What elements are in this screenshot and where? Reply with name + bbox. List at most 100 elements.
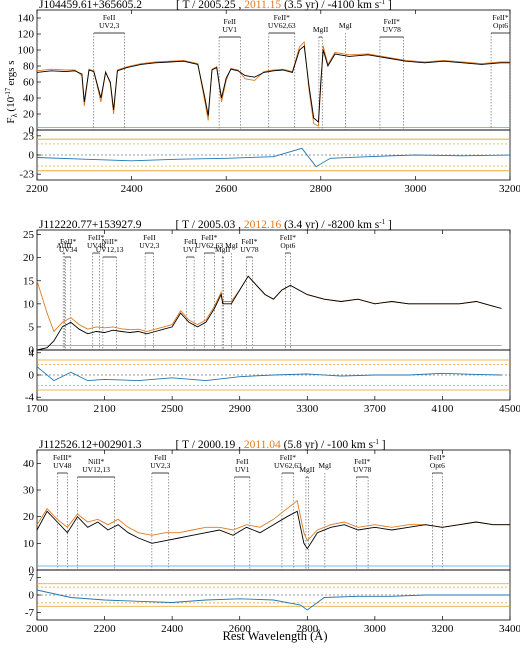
x-tick-label: 2400 bbox=[161, 623, 184, 635]
residual-y-tick-label: 4 bbox=[29, 347, 35, 359]
y-tick-label: 100 bbox=[18, 45, 35, 57]
x-tick-label: 2900 bbox=[229, 403, 252, 415]
title-prefix: [ T / bbox=[176, 0, 198, 11]
epoch-1: 2000.19 bbox=[198, 439, 236, 451]
title-end: ] bbox=[379, 439, 386, 451]
epoch-2: 2011.04 bbox=[244, 439, 281, 451]
x-tick-label: 2600 bbox=[229, 623, 252, 635]
line-label-transition: UV2,3 bbox=[150, 461, 170, 470]
line-label: FeII* bbox=[429, 453, 445, 462]
line-label: FeII* bbox=[274, 13, 290, 22]
spectrum-epoch1 bbox=[36, 45, 510, 123]
residual-y-tick-label: 0 bbox=[29, 150, 35, 162]
panel-title: J112526.12+002901.3 [ T / 2000.19 , 2011.… bbox=[39, 438, 386, 451]
line-label: FeIII* bbox=[53, 453, 72, 462]
object-name: J112526.12+002901.3 bbox=[39, 439, 142, 451]
residual-y-tick-label: 23 bbox=[23, 130, 35, 142]
line-label: MgII bbox=[215, 245, 231, 254]
title-suffix: (5.8 yr) / -100 km s bbox=[281, 439, 374, 451]
x-axis-label: Rest Wavelength (Å) bbox=[223, 629, 328, 643]
panel-title: J104459.61+365605.2 [ T / 2005.25 , 2011.… bbox=[39, 0, 392, 11]
line-label: FeII bbox=[223, 17, 236, 26]
x-tick-label: 2400 bbox=[121, 183, 144, 195]
y-tick-label: 20 bbox=[23, 109, 35, 121]
title-prefix: [ T / bbox=[176, 439, 198, 451]
line-label: NiII* bbox=[102, 237, 118, 246]
x-tick-label: 3000 bbox=[364, 623, 387, 635]
x-tick-label: 1700 bbox=[26, 403, 49, 415]
title-end: ] bbox=[385, 219, 392, 231]
spectrum-epoch2 bbox=[36, 499, 510, 542]
y-tick-label: 10 bbox=[23, 298, 35, 310]
ylabel-rest: ergs s bbox=[5, 60, 17, 85]
epoch-separator: , bbox=[235, 439, 244, 451]
object-name: J104459.61+365605.2 bbox=[39, 0, 142, 11]
line-label: FeII* bbox=[492, 13, 508, 22]
x-tick-label: 2800 bbox=[296, 623, 319, 635]
ylabel-units: (10 bbox=[5, 96, 17, 111]
residual-y-tick-label: -4 bbox=[25, 392, 35, 404]
y-tick-label: 0 bbox=[29, 125, 35, 137]
epoch-2: 2011.15 bbox=[244, 0, 281, 11]
ylabel-text: F bbox=[5, 117, 17, 123]
line-label-transition: UV78 bbox=[383, 25, 402, 34]
x-tick-label: 2100 bbox=[94, 403, 117, 415]
panel-title: J112220.77+153927.9 [ T / 2005.03 , 2012.… bbox=[39, 218, 392, 231]
y-tick-label: 0 bbox=[29, 565, 35, 577]
residual-y-tick-label: -7 bbox=[25, 607, 35, 619]
x-tick-label: 3200 bbox=[499, 183, 520, 195]
y-tick-label: 140 bbox=[18, 13, 35, 25]
x-tick-label: 3000 bbox=[404, 183, 427, 195]
epoch-1: 2005.03 bbox=[198, 219, 236, 231]
svg-text:Fλ(10-17ergs s: Fλ (10-17 ergs s bbox=[4, 60, 19, 123]
x-tick-label: 3300 bbox=[296, 403, 319, 415]
title-superscript: -1 bbox=[373, 438, 379, 446]
x-tick-label: 2000 bbox=[26, 623, 49, 635]
line-label: FeII bbox=[143, 233, 156, 242]
line-label-transition: UV34 bbox=[59, 245, 78, 254]
line-label: FeII bbox=[184, 237, 197, 246]
line-label: FeII bbox=[236, 457, 249, 466]
residual-y-tick-label: -23 bbox=[19, 169, 34, 181]
line-label: FeII* bbox=[241, 237, 257, 246]
line-label: FeII bbox=[103, 13, 116, 22]
y-tick-label: 40 bbox=[23, 93, 35, 105]
line-label-transition: UV48 bbox=[87, 241, 106, 250]
line-label-transition: UV2,3 bbox=[99, 21, 119, 30]
x-tick-label: 3200 bbox=[431, 623, 454, 635]
line-label-transition: UV1 bbox=[183, 245, 198, 254]
line-label: AlIII bbox=[56, 241, 71, 250]
line-label: FeII* bbox=[280, 233, 296, 242]
line-label: MgII bbox=[299, 465, 315, 474]
panel-1: J104459.61+365605.2 [ T / 2005.25 , 2011.… bbox=[18, 0, 520, 195]
title-prefix: [ T / bbox=[176, 219, 198, 231]
title-end: ] bbox=[385, 0, 392, 11]
x-tick-label: 2800 bbox=[310, 183, 333, 195]
residual-y-tick-label: 0 bbox=[29, 590, 35, 602]
line-label-transition: UV62,63 bbox=[195, 241, 223, 250]
line-label-transition: UV1 bbox=[235, 465, 250, 474]
line-label-transition: Opt6 bbox=[430, 461, 445, 470]
line-label: FeII* bbox=[280, 453, 296, 462]
title-suffix: (3.4 yr) / -8200 km s bbox=[281, 219, 380, 231]
epoch-separator: , bbox=[235, 219, 244, 231]
line-label: MgII bbox=[313, 25, 329, 34]
panel-2: J112220.77+153927.9 [ T / 2005.03 , 2012.… bbox=[23, 218, 520, 415]
line-label-transition: UV78 bbox=[240, 245, 259, 254]
residual-curve bbox=[36, 147, 511, 168]
y-tick-label: 0 bbox=[29, 345, 35, 357]
x-tick-label: 3400 bbox=[499, 623, 520, 635]
line-label-transition: Opt6 bbox=[493, 21, 508, 30]
panels: J104459.61+365605.2 [ T / 2005.25 , 2011.… bbox=[18, 0, 520, 635]
y-tick-label: 30 bbox=[23, 485, 35, 497]
x-tick-label: 3700 bbox=[364, 403, 387, 415]
x-tick-label: 2200 bbox=[26, 183, 49, 195]
spectrum-epoch1 bbox=[36, 275, 502, 351]
y-tick-label: 60 bbox=[23, 77, 35, 89]
y-tick-label: 40 bbox=[23, 458, 35, 470]
y-tick-label: 80 bbox=[23, 61, 35, 73]
line-label: FeII* bbox=[201, 233, 217, 242]
y-tick-label: 120 bbox=[18, 29, 35, 41]
